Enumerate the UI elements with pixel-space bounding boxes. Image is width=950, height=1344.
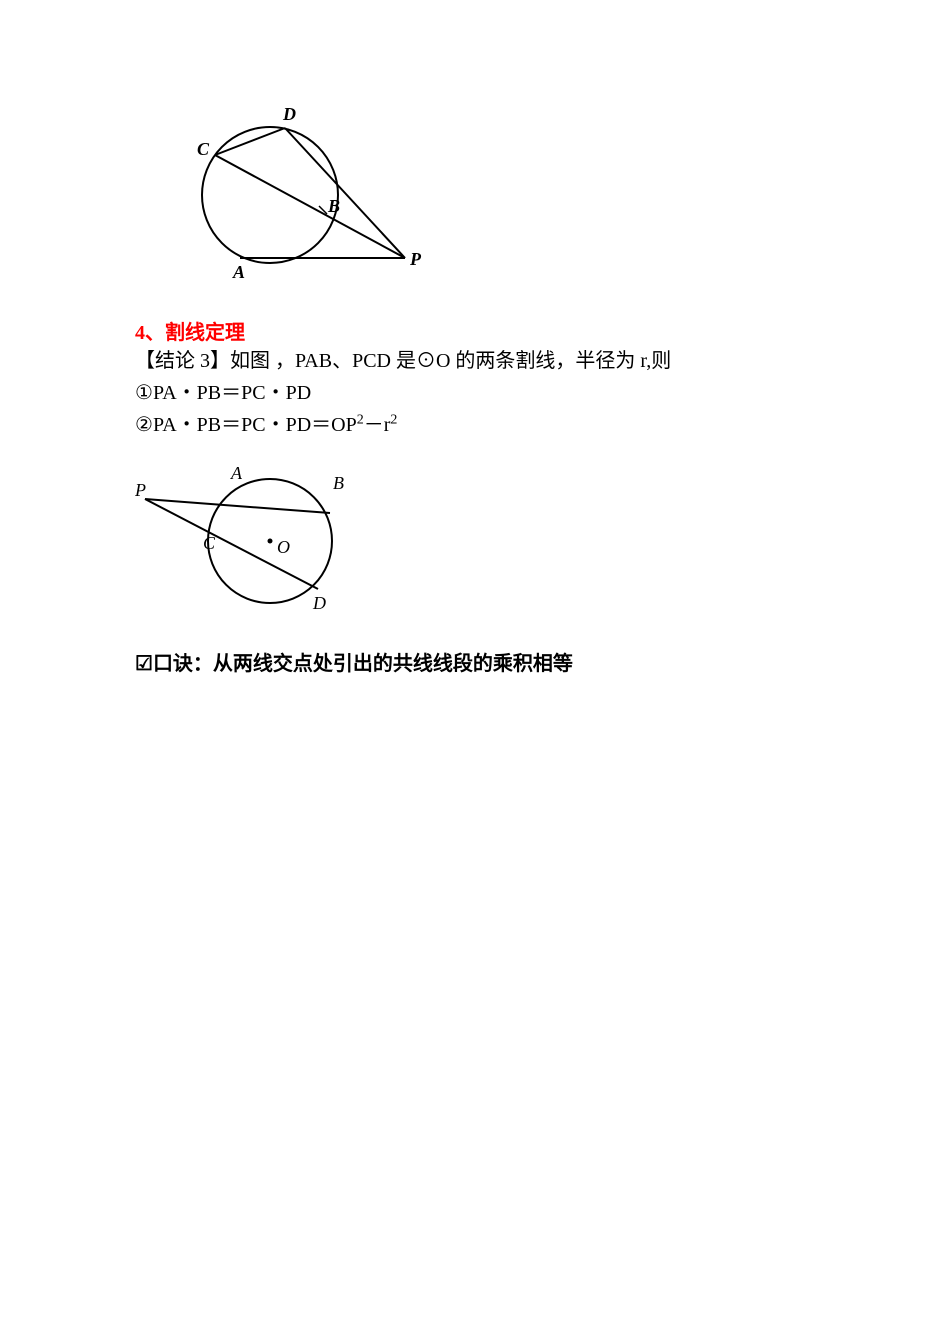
diagram1-svg: D C B A P: [155, 100, 435, 280]
tip-line: ☑口诀：从两线交点处引出的共线线段的乘积相等: [135, 647, 815, 676]
section-heading: 4、割线定理: [135, 316, 815, 345]
circle-1: [202, 127, 338, 263]
conclusion-content: 【结论 3】如图 ，PAB、PCD 是⊙O 的两条割线，半径为 r,则: [135, 350, 671, 372]
label2-o: O: [277, 537, 290, 557]
center-o: [268, 539, 273, 544]
line-pcd: [145, 499, 318, 589]
label2-b: B: [333, 473, 344, 493]
label-c: C: [197, 139, 210, 159]
diagram2-svg: P A B C O D: [135, 461, 365, 621]
formula2-part2: －r: [364, 414, 391, 436]
line-cd: [215, 128, 285, 155]
formula2-part1: PA・PB＝PC・PD＝OP: [153, 414, 357, 436]
line-pab: [145, 499, 330, 513]
formula2-sup1: 2: [357, 412, 364, 427]
label2-p: P: [135, 480, 146, 500]
formula2-sup2: 2: [390, 412, 397, 427]
label-b: B: [327, 196, 340, 216]
secant-diagram-2: P A B C O D: [135, 461, 815, 627]
line-pd: [285, 128, 405, 258]
line-pc: [215, 155, 405, 258]
tip-prefix: ☑: [135, 653, 153, 675]
formula1-num: ①: [135, 377, 153, 409]
label-a: A: [232, 262, 245, 280]
formula-2: ②PA・PB＝PC・PD＝OP2－r2: [135, 409, 815, 441]
label-d: D: [282, 104, 296, 124]
label2-d: D: [312, 593, 326, 613]
formula1-content: PA・PB＝PC・PD: [153, 382, 311, 404]
label2-a: A: [230, 463, 243, 483]
secant-diagram-1: D C B A P: [155, 100, 815, 286]
label2-c: C: [203, 533, 216, 553]
label-p: P: [409, 249, 422, 269]
formula-1: ①PA・PB＝PC・PD: [135, 377, 815, 409]
conclusion-text: 【结论 3】如图 ，PAB、PCD 是⊙O 的两条割线，半径为 r,则: [135, 345, 815, 377]
tip-content: 口诀：从两线交点处引出的共线线段的乘积相等: [153, 653, 573, 675]
heading-text: 4、割线定理: [135, 322, 245, 344]
formula2-num: ②: [135, 409, 153, 441]
